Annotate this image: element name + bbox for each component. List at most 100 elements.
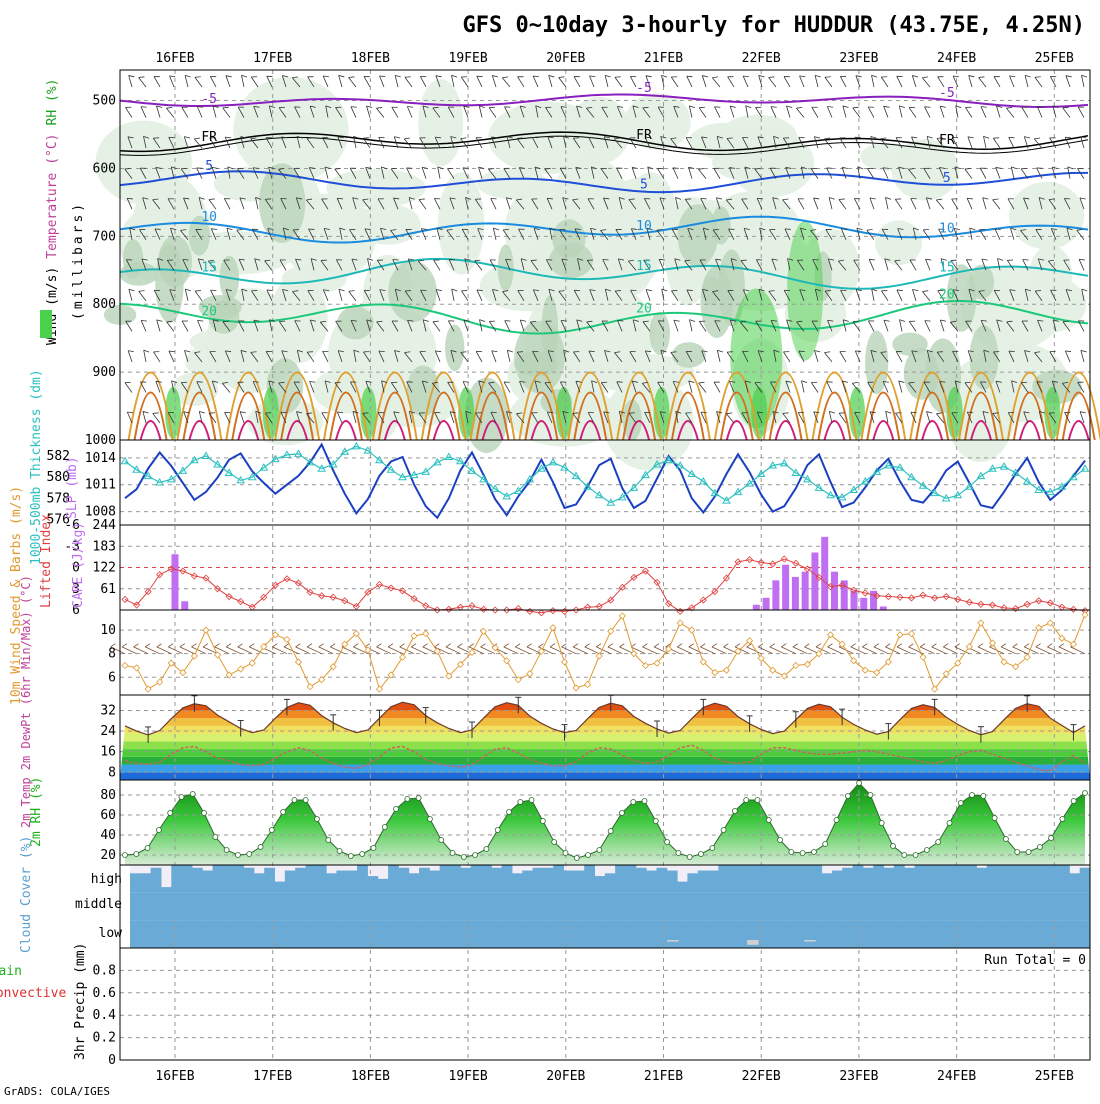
cloud-middle-bar — [244, 892, 257, 921]
wind-barb — [701, 136, 708, 149]
wind-barb — [1049, 137, 1057, 149]
cloud-high-bar — [780, 865, 792, 893]
wind-barb — [857, 166, 864, 179]
rh2m-point — [506, 809, 512, 815]
wind-barb — [478, 105, 485, 118]
wind10m-barb — [283, 643, 299, 655]
wind10m-barb — [306, 643, 322, 655]
wind-barb — [603, 197, 610, 210]
wind-barb — [474, 259, 483, 271]
wind-barb — [871, 288, 878, 301]
wind-barb — [772, 411, 779, 424]
li-point — [491, 606, 499, 614]
li-point — [757, 558, 765, 567]
wind10m-barb — [561, 643, 577, 655]
rh-shade-mid — [671, 342, 706, 368]
wind-barb — [966, 197, 973, 210]
temp-contour-label: 20 — [201, 304, 217, 319]
wind-barb — [627, 259, 637, 271]
thickness-point — [132, 465, 141, 473]
wind10m-barb — [1058, 643, 1074, 655]
wind-barb — [688, 105, 695, 118]
wind-barb — [869, 411, 876, 424]
wind-barb — [1065, 75, 1072, 88]
wind-barb — [851, 381, 861, 393]
wind-barb — [561, 258, 568, 271]
rh2m-point — [585, 852, 591, 858]
wind-barb — [684, 259, 693, 271]
rh-tick-80: 80 — [100, 788, 116, 803]
wind-barb — [377, 198, 385, 210]
wind-barb — [503, 167, 511, 179]
wind-barb — [140, 381, 147, 393]
wind-speed-point — [526, 670, 534, 678]
wind-barb — [171, 380, 178, 393]
li-point — [746, 556, 754, 564]
wind-barb — [586, 106, 595, 118]
wind-barb — [451, 288, 458, 301]
wind-speed-point — [190, 652, 198, 660]
rh2m-point — [754, 797, 761, 803]
cloud-high-bar — [315, 865, 327, 893]
thickness-point — [768, 461, 778, 469]
wind-barb — [518, 167, 526, 179]
wind-barb — [533, 227, 540, 240]
wind-barb — [477, 228, 484, 240]
wind-speed-point — [294, 658, 303, 666]
wind-barb — [935, 198, 945, 210]
cloud-middle-bar — [827, 892, 840, 921]
li-point — [803, 565, 811, 573]
wind-barb — [700, 411, 707, 424]
wind-barb — [926, 136, 933, 149]
cape-bar — [850, 590, 858, 610]
thickness-point — [294, 449, 303, 457]
thickness-point — [1022, 476, 1032, 485]
wind-barb — [198, 410, 205, 424]
wind-speed-point — [503, 657, 511, 665]
wind-barb — [1020, 229, 1029, 240]
wind-barb — [783, 76, 791, 88]
wind-barb — [1050, 289, 1057, 302]
cloud-middle-bar — [324, 892, 337, 921]
wind-barb — [1037, 319, 1044, 332]
wind-barb — [572, 412, 581, 424]
wind-barb — [422, 319, 429, 332]
wind-speed-point — [757, 654, 765, 662]
date-label-top-19FEB: 19FEB — [449, 51, 488, 66]
wind-barb — [629, 137, 637, 149]
wind-barb — [168, 350, 175, 363]
temp-contour--5 — [119, 93, 1089, 109]
wind-barb — [367, 258, 374, 271]
wind-barb — [698, 320, 707, 332]
wind-barb — [532, 289, 540, 301]
wind-barb — [292, 229, 301, 240]
wind-barb — [224, 198, 231, 210]
cloud-row-label-high: high — [91, 872, 122, 887]
wind-barb — [730, 258, 737, 271]
wind-barb — [280, 411, 287, 424]
wind-barb — [896, 75, 903, 88]
wind-barb — [796, 106, 805, 118]
li-point — [399, 587, 407, 595]
thickness-point — [826, 490, 835, 499]
thickness-point — [421, 467, 431, 475]
li-point — [896, 593, 904, 601]
wind-barb — [323, 227, 330, 240]
wind-barb — [951, 412, 959, 424]
wind-speed-point — [329, 663, 337, 671]
wind-barb — [744, 380, 751, 393]
wind10m-barb — [133, 643, 149, 655]
thickness-point — [722, 496, 731, 504]
cloud-middle-bar — [1044, 892, 1057, 921]
wind-barb — [363, 289, 371, 302]
wind-barb — [167, 412, 175, 424]
wind-barb — [826, 167, 833, 179]
cloud-middle-bar — [1078, 892, 1091, 921]
wind-barb — [673, 319, 680, 332]
wind-barb — [563, 349, 570, 363]
rh-shade-mid — [865, 330, 889, 395]
wind-barb — [964, 381, 973, 393]
rh-shade-mid — [198, 295, 242, 320]
wind-barb — [926, 411, 933, 424]
